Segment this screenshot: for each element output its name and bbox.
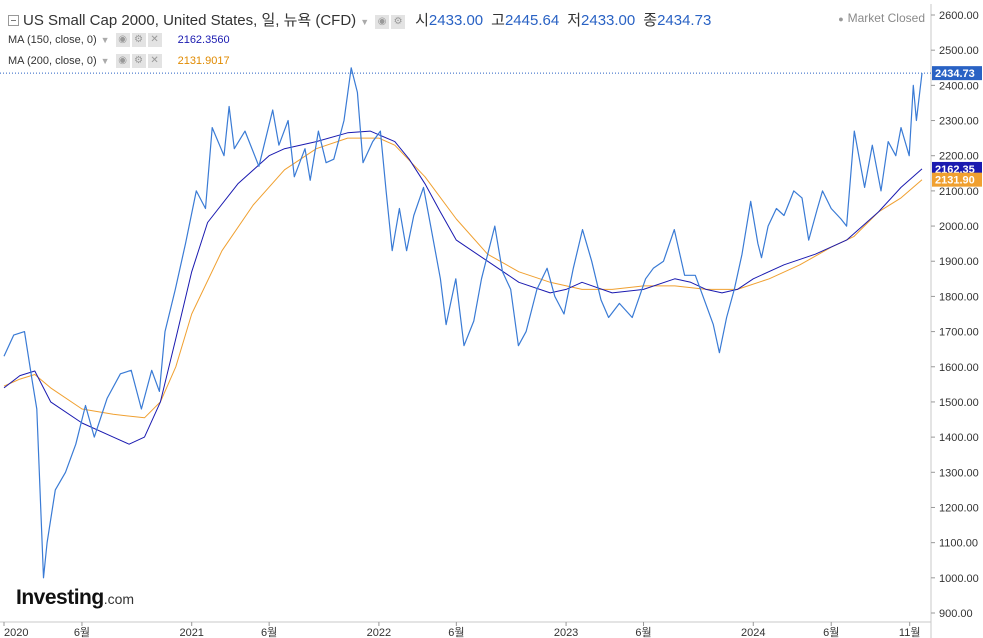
x-tick-label: 2022 (367, 627, 391, 638)
chevron-down-icon[interactable]: ▼ (100, 56, 110, 66)
y-tick-label: 2500.00 (939, 45, 979, 57)
eye-icon[interactable]: ◉ (115, 33, 130, 47)
y-tick-label: 1500.00 (939, 397, 979, 409)
x-tick-label: 6월 (448, 626, 464, 638)
instrument-title: US Small Cap 2000, United States, 일, 뉴욕 … (23, 12, 357, 29)
y-tick-label: 900.00 (939, 608, 973, 620)
ma200-series-line (3, 137, 923, 419)
gear-icon[interactable]: ⚙ (131, 33, 146, 47)
ma200-price-tag-bg (932, 172, 982, 187)
y-tick-label: 1700.00 (939, 327, 979, 339)
price-series-line (3, 67, 923, 579)
close-label: 종 (643, 12, 658, 29)
y-tick-label: 1100.00 (939, 538, 978, 550)
eye-icon[interactable]: ◉ (115, 54, 130, 68)
y-tick-label: 1800.00 (939, 291, 979, 303)
x-tick-label: 2024 (741, 627, 765, 638)
y-tick-label: 1900.00 (939, 256, 979, 268)
high-value: 2445.64 (504, 12, 560, 29)
high-label: 고 (491, 12, 505, 29)
chevron-down-icon[interactable]: ▼ (360, 17, 370, 27)
ma150-value: 2162.3560 (177, 34, 230, 46)
logo-main: Investing (16, 586, 104, 609)
y-tick-label: 2600.00 (939, 10, 979, 22)
last-price-tag-bg (932, 66, 982, 81)
investing-logo: Investing.com (16, 586, 134, 610)
y-tick-label: 2100.00 (939, 186, 979, 198)
y-tick-label: 2000.00 (939, 221, 979, 233)
market-status-text: Market Closed (847, 11, 925, 25)
chevron-down-icon[interactable]: ▼ (100, 35, 110, 45)
close-icon[interactable]: ✕ (147, 54, 162, 68)
market-status: ● Market Closed (838, 11, 925, 25)
x-tick-label: 11월 (899, 626, 921, 638)
ma150-label: MA (150, close, 0) (8, 34, 97, 46)
y-tick-label: 2200.00 (939, 151, 979, 163)
x-tick-label: 2020 (4, 627, 28, 638)
y-tick-label: 1000.00 (939, 573, 979, 585)
eye-icon[interactable]: ◉ (375, 15, 390, 29)
status-dot-icon: ● (838, 14, 844, 24)
open-label: 시 (415, 12, 429, 29)
y-tick-label: 1300.00 (939, 467, 979, 479)
close-value: 2434.73 (657, 12, 712, 29)
x-tick-label: 6월 (74, 626, 90, 638)
x-tick-label: 2023 (554, 627, 578, 638)
chart-header: US Small Cap 2000, United States, 일, 뉴욕 … (8, 9, 711, 30)
ma200-price-tag: 2131.90 (935, 175, 975, 187)
last-price-tag: 2434.73 (935, 68, 975, 80)
x-tick-label: 6월 (635, 626, 651, 638)
x-tick-label: 6월 (823, 626, 839, 638)
ma150-legend: MA (150, close, 0) ▼ ◉ ⚙ ✕ 2162.3560 (8, 33, 230, 47)
y-tick-label: 2300.00 (939, 116, 979, 128)
ma200-label: MA (200, close, 0) (8, 55, 97, 67)
y-tick-label: 2400.00 (939, 80, 979, 92)
gear-icon[interactable]: ⚙ (391, 15, 406, 29)
gear-icon[interactable]: ⚙ (131, 54, 146, 68)
open-value: 2433.00 (428, 12, 484, 29)
y-tick-label: 1600.00 (939, 362, 979, 374)
low-value: 2433.00 (581, 12, 636, 29)
logo-suffix: .com (103, 591, 135, 607)
ma150-price-tag-bg (932, 161, 982, 176)
x-tick-label: 6월 (261, 626, 277, 638)
y-tick-label: 1200.00 (939, 502, 979, 514)
collapse-toggle[interactable] (8, 15, 19, 26)
x-tick-label: 2021 (179, 627, 203, 638)
close-icon[interactable]: ✕ (147, 33, 162, 47)
ma200-legend: MA (200, close, 0) ▼ ◉ ⚙ ✕ 2131.9017 (8, 54, 230, 68)
ma200-value: 2131.9017 (177, 55, 230, 67)
low-label: 저 (567, 12, 582, 29)
y-tick-label: 1400.00 (939, 432, 979, 444)
ma150-series-line (3, 130, 923, 445)
